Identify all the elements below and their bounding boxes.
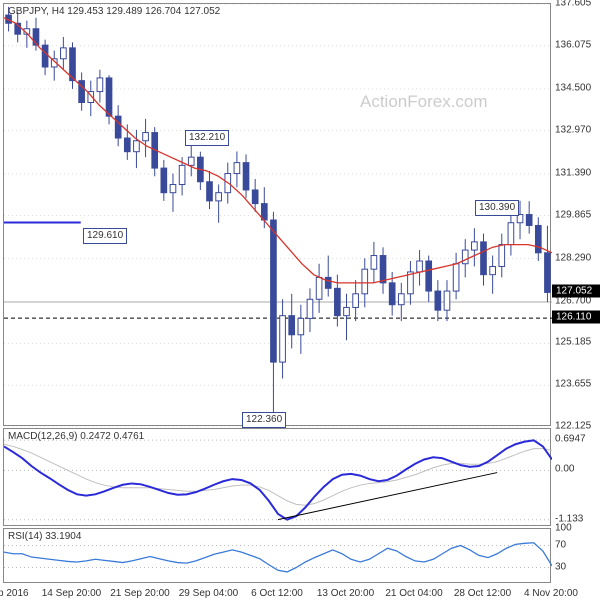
rsi-y-tick: 30 [555, 561, 598, 572]
price-y-tick: 128.290 [555, 252, 598, 263]
x-tick: 28 Oct 12:00 [454, 588, 511, 599]
price-chart-svg [4, 4, 552, 427]
macd-y-tick: 0.00 [555, 464, 598, 475]
x-tick: 13 Oct 20:00 [317, 588, 374, 599]
watermark: ActionForex.com [360, 92, 488, 112]
price-tag: 127.052 [552, 285, 600, 298]
x-tick: 29 Sep 04:00 [179, 588, 239, 599]
price-y-tick: 123.655 [555, 379, 598, 390]
macd-title: MACD(12,26,9) 0.2472 0.4761 [8, 431, 144, 442]
macd-y-tick: 0.6947 [555, 434, 598, 445]
price-y-tick: 129.865 [555, 209, 598, 220]
price-callout: 132.210 [185, 130, 229, 146]
x-tick: 6 Oct 12:00 [251, 588, 303, 599]
macd-chart-svg [4, 429, 552, 527]
price-y-tick: 132.970 [555, 124, 598, 135]
price-tag: 126.110 [552, 311, 600, 324]
price-y-tick: 125.185 [555, 337, 598, 348]
x-tick: 4 Nov 20:00 [524, 588, 578, 599]
rsi-chart: RSI(14) 33.1904 [3, 528, 551, 583]
x-tick: 14 Sep 20:00 [42, 588, 102, 599]
rsi-y-tick: 70 [555, 539, 598, 550]
macd-chart: MACD(12,26,9) 0.2472 0.4761 [3, 428, 551, 526]
price-callout: 130.390 [475, 200, 519, 216]
x-tick: 21 Oct 04:00 [385, 588, 442, 599]
rsi-y-tick: 100 [555, 523, 598, 534]
price-y-tick: 122.125 [555, 421, 598, 432]
x-tick: 21 Sep 20:00 [110, 588, 170, 599]
price-y-tick: 131.390 [555, 167, 598, 178]
price-y-tick: 134.500 [555, 82, 598, 93]
price-chart: GBPJPY, H4 129.453 129.489 126.704 127.0… [3, 3, 551, 426]
price-chart-title: GBPJPY, H4 129.453 129.489 126.704 127.0… [8, 6, 220, 17]
price-y-tick: 137.605 [555, 0, 598, 9]
price-y-tick: 136.075 [555, 39, 598, 50]
x-tick: 7 Sep 2016 [0, 588, 29, 599]
rsi-title: RSI(14) 33.1904 [8, 531, 81, 542]
rsi-chart-svg [4, 529, 552, 584]
price-callout: 122.360 [242, 412, 286, 428]
price-callout: 129.610 [83, 228, 127, 244]
